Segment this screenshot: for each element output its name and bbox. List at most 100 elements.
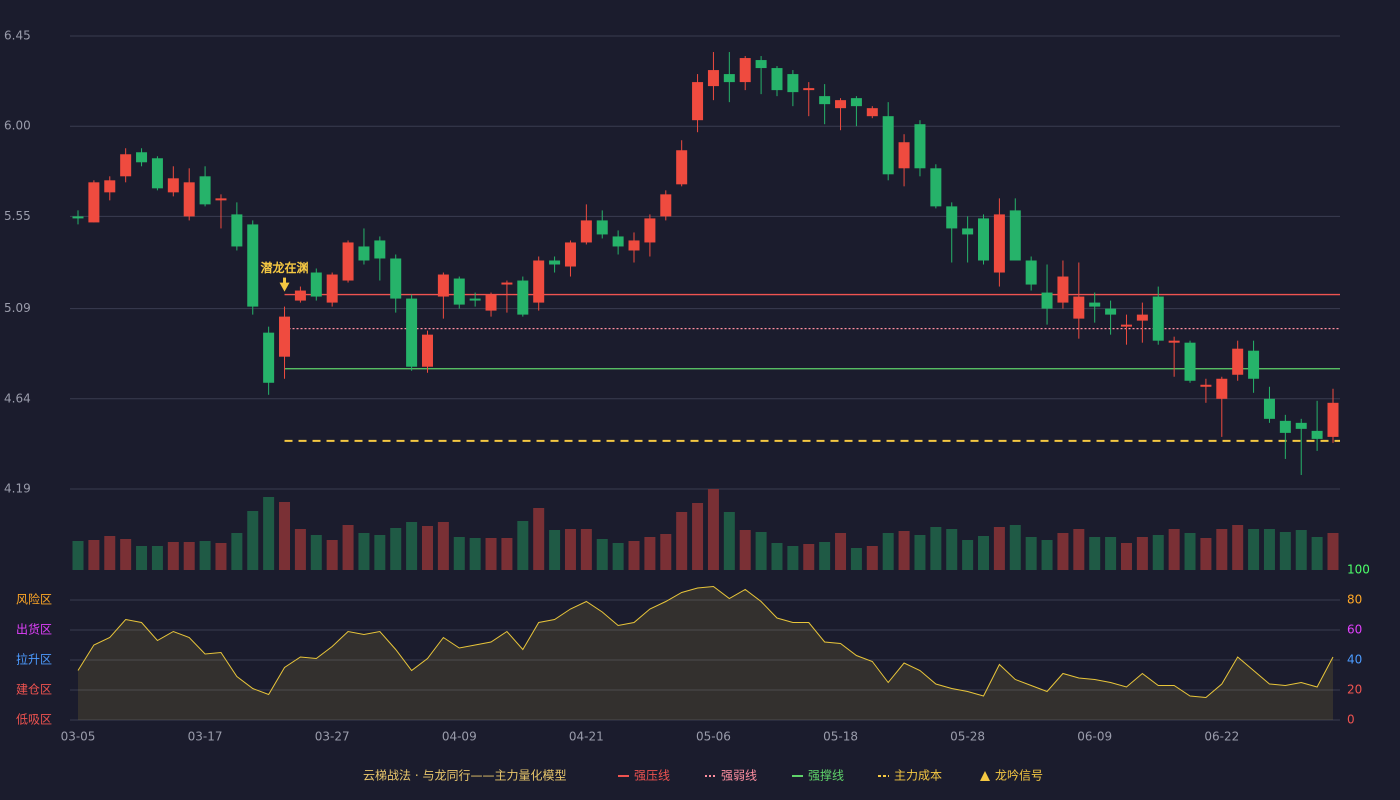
volume-bar xyxy=(247,511,259,570)
volume-bar xyxy=(151,546,163,570)
legend-label: 主力成本 xyxy=(894,769,942,783)
volume-bar xyxy=(707,489,719,570)
candle-body xyxy=(342,242,354,281)
candle-body xyxy=(151,158,163,189)
volume-bar xyxy=(1295,530,1307,570)
candle-body xyxy=(787,74,799,93)
volume-bar xyxy=(1105,537,1117,570)
candle-body xyxy=(549,260,561,265)
candle-body xyxy=(136,152,148,163)
y2-tick-label: 0 xyxy=(1347,713,1355,727)
volume-bar xyxy=(310,535,322,570)
y-tick-label: 6.45 xyxy=(4,29,31,43)
volume-bar xyxy=(803,544,815,570)
candle-body xyxy=(1089,302,1101,307)
candle-body xyxy=(850,98,862,107)
candle-body xyxy=(1248,350,1260,379)
volume-bar xyxy=(850,548,862,570)
volume-bar xyxy=(549,530,561,570)
candle-body xyxy=(231,214,243,247)
candle-body xyxy=(247,224,259,307)
signal-arrow xyxy=(279,282,290,292)
volume-bar xyxy=(644,537,656,570)
volume-bar xyxy=(787,546,799,570)
volume-bar xyxy=(1120,543,1132,570)
candle-body xyxy=(898,142,910,169)
volume-bar xyxy=(326,540,338,570)
candle-body xyxy=(406,298,418,367)
zone-label: 出货区 xyxy=(16,622,52,637)
candle-body xyxy=(437,274,449,297)
y2-tick-label: 20 xyxy=(1347,683,1362,697)
candle-body xyxy=(533,260,545,303)
candle-body xyxy=(263,332,275,383)
volume-bar xyxy=(136,546,148,570)
volume-bar xyxy=(835,533,847,570)
volume-bar xyxy=(469,538,481,570)
volume-bar xyxy=(485,538,497,570)
volume-bar xyxy=(342,525,354,570)
volume-bar xyxy=(453,537,465,570)
volume-bar xyxy=(946,529,958,570)
volume-bar xyxy=(1232,525,1244,570)
candle-body xyxy=(819,96,831,105)
candle-body xyxy=(358,246,370,261)
y2-tick-label: 40 xyxy=(1347,653,1362,667)
candle-body xyxy=(1232,348,1244,375)
candle-body xyxy=(596,220,608,235)
x-tick-label: 06-09 xyxy=(1077,730,1112,744)
volume-bar xyxy=(294,529,306,570)
y-tick-label: 5.09 xyxy=(4,301,31,315)
candle-body xyxy=(882,116,894,175)
candle-body xyxy=(215,198,227,201)
candle-body xyxy=(914,124,926,169)
volume-bar xyxy=(580,529,592,570)
volume-bar xyxy=(199,541,211,570)
legend-label: 龙吟信号 xyxy=(995,768,1043,783)
volume-bar xyxy=(898,531,910,570)
oscillator-area xyxy=(78,586,1333,720)
candle-body xyxy=(1025,260,1037,285)
volume-bar xyxy=(1136,537,1148,570)
candle-body xyxy=(374,240,386,259)
volume-bar xyxy=(882,533,894,570)
candle-body xyxy=(390,258,402,299)
x-tick-label: 03-27 xyxy=(315,730,350,744)
legend-label: 强弱线 xyxy=(721,769,757,783)
candle-body xyxy=(612,236,624,247)
zone-label: 风险区 xyxy=(16,592,52,607)
candle-body xyxy=(294,290,306,301)
candle-body xyxy=(1009,210,1021,261)
volume-bar xyxy=(1073,529,1085,570)
candle-body xyxy=(660,194,672,217)
candle-body xyxy=(723,74,735,83)
volume-bar xyxy=(167,542,179,570)
volume-bar xyxy=(660,534,672,570)
volume-bar xyxy=(866,546,878,570)
candle-body xyxy=(644,218,656,243)
volume-bar xyxy=(1263,529,1275,570)
volume-bar xyxy=(1152,535,1164,570)
volume-bar xyxy=(819,542,831,570)
candle-body xyxy=(421,334,433,367)
legend-icon xyxy=(980,771,990,781)
candle-body xyxy=(1136,314,1148,321)
volume-bar xyxy=(279,502,291,570)
candle-body xyxy=(628,240,640,251)
volume-bar xyxy=(437,522,449,570)
volume-bar xyxy=(263,497,275,570)
candle-body xyxy=(310,272,322,297)
volume-bar xyxy=(755,532,767,570)
volume-bar xyxy=(104,536,116,570)
volume-bar xyxy=(1025,537,1037,570)
candle-body xyxy=(962,228,974,235)
candle-body xyxy=(993,214,1005,273)
candle-body xyxy=(1184,342,1196,381)
candle-body xyxy=(453,278,465,305)
candle-body xyxy=(564,242,576,267)
y-tick-label: 5.55 xyxy=(4,209,31,223)
candle-body xyxy=(866,108,878,117)
volume-bar xyxy=(993,527,1005,570)
volume-bar xyxy=(120,539,132,570)
